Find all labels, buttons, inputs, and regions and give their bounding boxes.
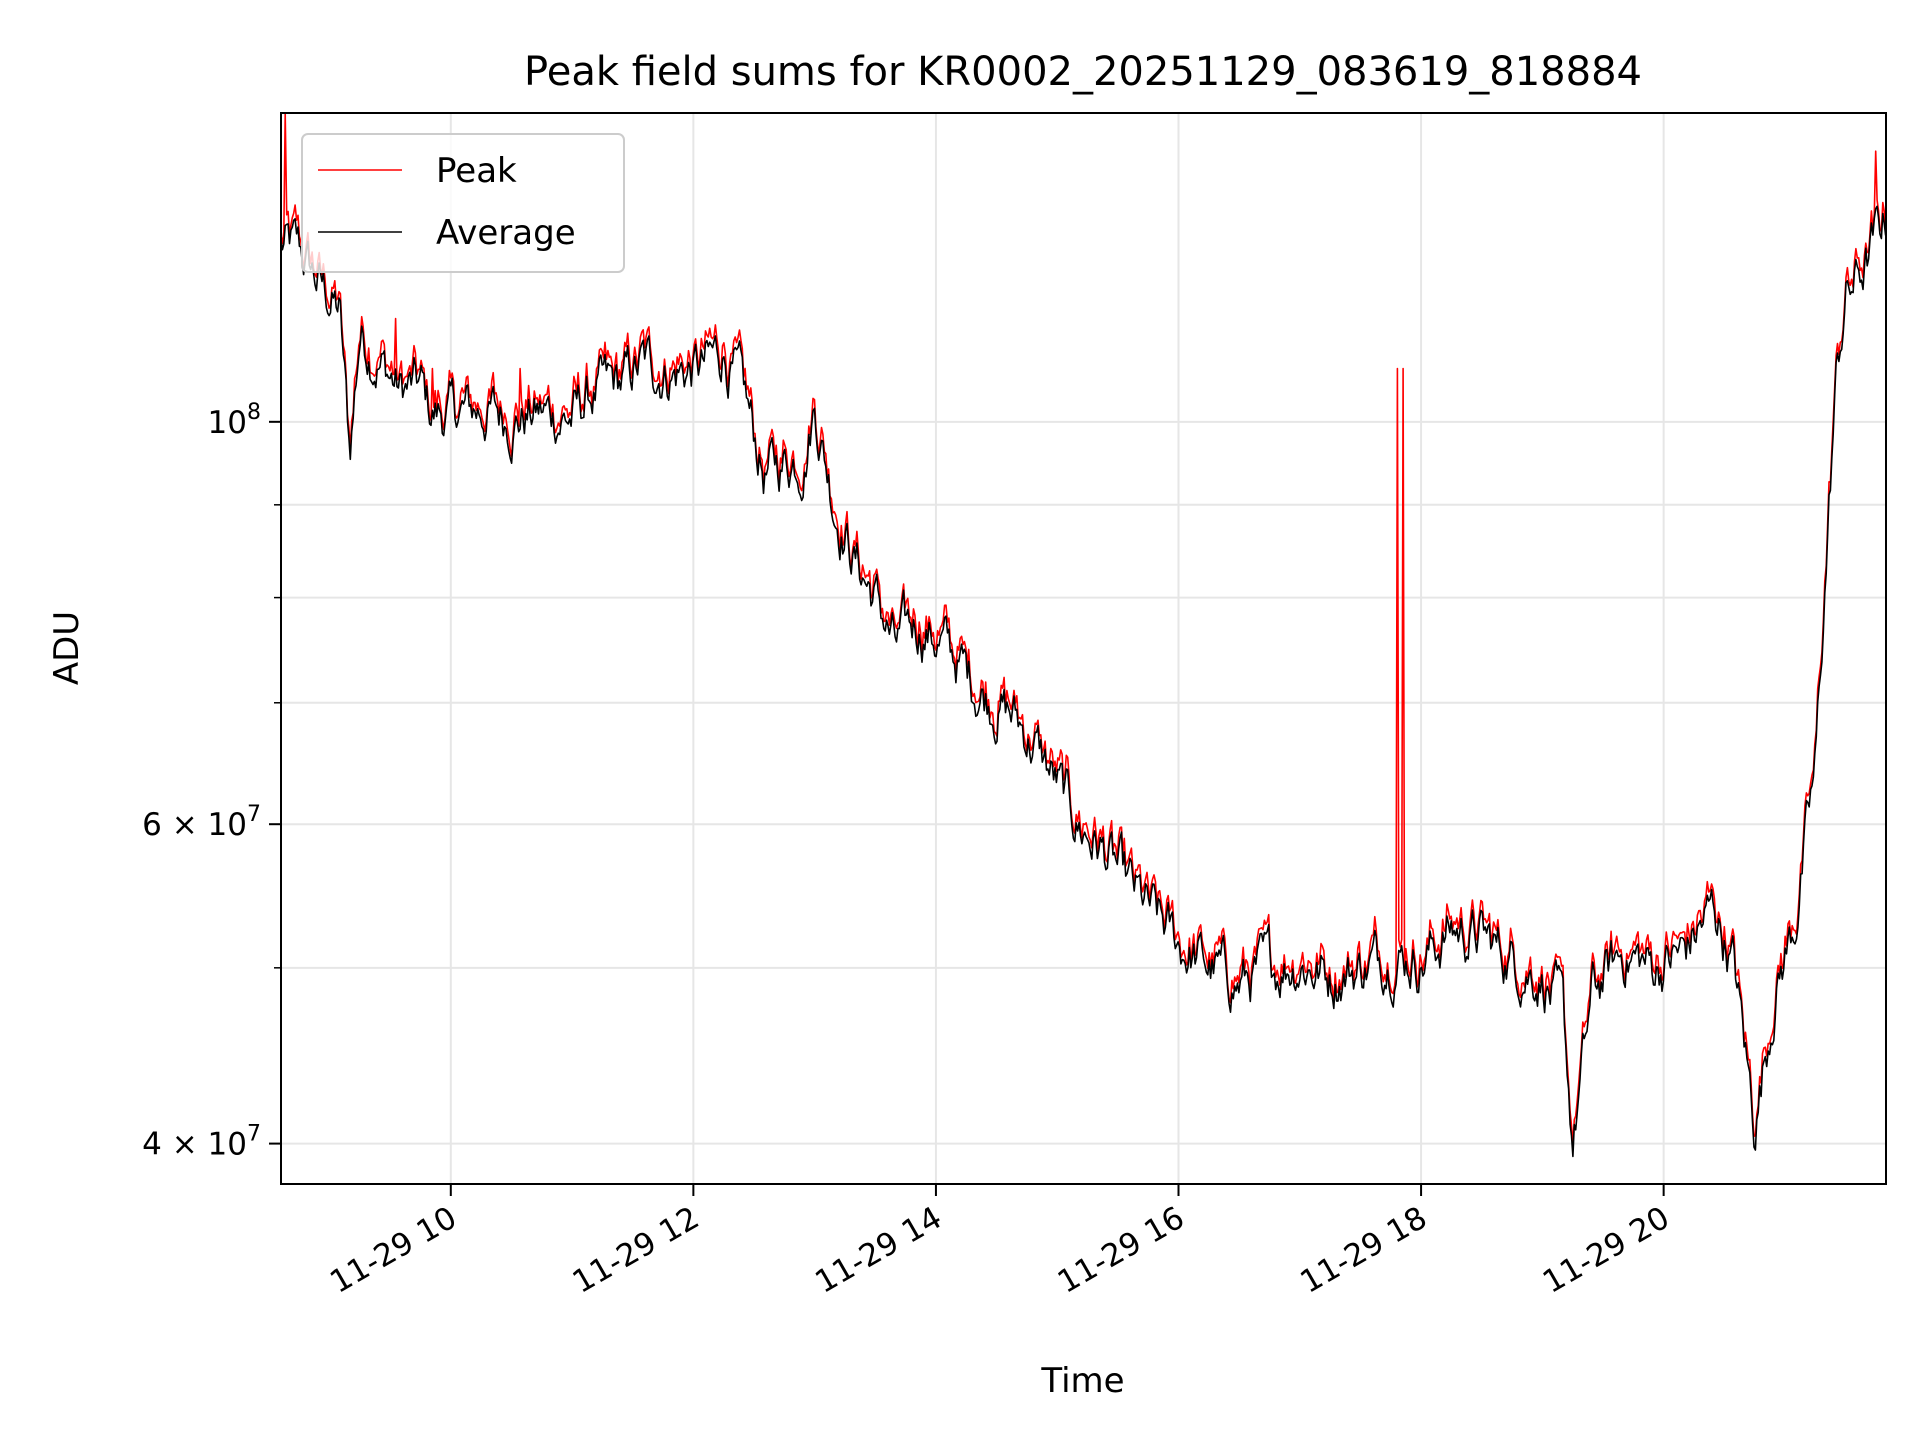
legend-label-average: Average <box>436 213 576 253</box>
x-axis-label: Time <box>1040 1361 1124 1401</box>
y-tick-label-1: 6 × 107 <box>142 802 261 843</box>
series-line-average <box>281 205 1886 1158</box>
x-tick-label-5: 11-29 20 <box>1537 1200 1676 1301</box>
y-tick-label-2: 108 <box>208 400 261 441</box>
chart-title: Peak field sums for KR0002_20251129_0836… <box>524 49 1642 95</box>
x-tick-label-1: 11-29 12 <box>567 1200 706 1301</box>
legend-label-peak: Peak <box>436 151 517 191</box>
legend: Peak Average <box>301 133 625 273</box>
legend-box <box>301 133 625 273</box>
plot-frame <box>280 112 1887 1185</box>
x-tick-label-3: 11-29 16 <box>1052 1200 1191 1301</box>
y-axis-label: ADU <box>47 611 87 685</box>
plot-series <box>281 113 1886 1158</box>
series-line-peak <box>281 113 1886 1146</box>
y-tick-label-0: 4 × 107 <box>142 1122 261 1163</box>
x-axis: 11-29 10 11-29 12 11-29 14 11-29 16 11-29 18… <box>324 1184 1676 1301</box>
y-axis: 4 × 107 6 × 107 108 <box>142 400 281 1163</box>
grid-lines <box>281 113 1886 1184</box>
x-tick-label-0: 11-29 10 <box>324 1200 463 1301</box>
x-tick-label-4: 11-29 18 <box>1294 1200 1433 1301</box>
x-tick-label-2: 11-29 14 <box>809 1200 948 1301</box>
